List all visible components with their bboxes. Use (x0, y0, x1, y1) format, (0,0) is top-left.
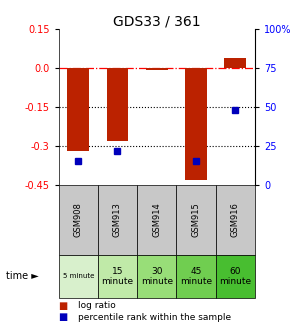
Bar (137, 255, 176, 298)
Bar (216, 185, 255, 255)
Bar (176, 185, 216, 255)
Bar (216, 255, 255, 298)
Bar (224, 58, 246, 68)
Text: ■: ■ (59, 312, 68, 322)
Bar (98, 185, 137, 255)
Text: 60
minute: 60 minute (219, 267, 251, 286)
Text: log ratio: log ratio (78, 301, 115, 310)
Text: 5 minute: 5 minute (62, 273, 94, 279)
Text: percentile rank within the sample: percentile rank within the sample (78, 313, 231, 322)
Bar (107, 68, 128, 141)
Bar (176, 255, 216, 298)
Text: ■: ■ (59, 301, 68, 311)
Text: GSM915: GSM915 (192, 202, 200, 237)
Text: 30
minute: 30 minute (141, 267, 173, 286)
Bar (59, 185, 98, 255)
Title: GDS33 / 361: GDS33 / 361 (113, 14, 201, 28)
Text: GSM908: GSM908 (74, 202, 83, 237)
Text: 45
minute: 45 minute (180, 267, 212, 286)
Text: GSM916: GSM916 (231, 202, 240, 237)
Text: GSM914: GSM914 (152, 202, 161, 237)
Bar (98, 255, 137, 298)
Text: time ►: time ► (6, 271, 39, 281)
Text: GSM913: GSM913 (113, 202, 122, 237)
Bar (137, 185, 176, 255)
Bar (146, 68, 168, 70)
Bar (67, 68, 89, 151)
Bar (59, 255, 98, 298)
Bar (185, 68, 207, 180)
Text: 15
minute: 15 minute (101, 267, 134, 286)
